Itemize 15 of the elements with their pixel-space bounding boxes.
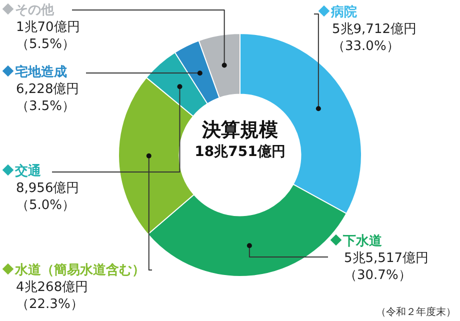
legend-label: 宅地造成	[14, 64, 68, 81]
data-label: 6,228億円（3.5%）	[15, 81, 80, 115]
legend-label: その他	[14, 2, 56, 19]
data-label: 4兆268億円（22.3%）	[15, 279, 90, 313]
legend-label: 交通	[14, 163, 42, 180]
text: （令和２年度末）	[376, 306, 456, 319]
legend-label: 水道（簡易水道含む）	[14, 262, 145, 279]
text: 決算規模	[200, 118, 279, 143]
legend-label: 病院	[330, 4, 358, 21]
data-label: 8,956億円（5.0%）	[15, 180, 80, 214]
data-label: 5兆5,517億円（30.7%）	[343, 250, 428, 284]
legend-label: 下水道	[342, 233, 383, 250]
data-label: 5兆9,712億円（33.0%）	[331, 21, 416, 55]
text: 18兆751億円	[194, 143, 286, 161]
data-label: 1兆70億円（5.5%）	[15, 19, 80, 53]
